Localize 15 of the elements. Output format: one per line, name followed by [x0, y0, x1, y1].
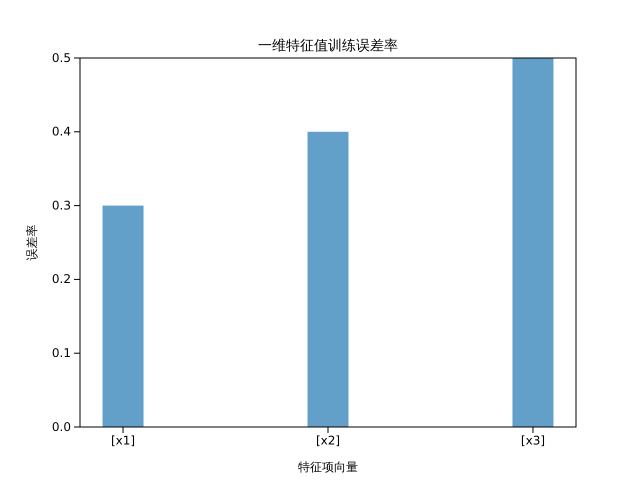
y-tick-label: 0.0	[52, 420, 71, 434]
y-tick-label: 0.1	[52, 346, 71, 360]
y-tick-label: 0.3	[52, 198, 71, 212]
chart-title: 一维特征值训练误差率	[258, 38, 398, 54]
x-axis-title: 特征项向量	[298, 460, 358, 474]
bar	[512, 58, 554, 427]
y-tick-label: 0.4	[52, 124, 71, 139]
x-tick-label: [x1]	[110, 434, 136, 448]
y-axis-title: 误差率	[25, 224, 39, 260]
y-tick-label: 0.2	[52, 272, 71, 286]
x-tick-label: [x2]	[316, 434, 340, 448]
bar	[308, 132, 348, 427]
y-tick-label: 0.5	[52, 50, 71, 65]
bar	[102, 206, 144, 427]
x-tick-label: [x3]	[520, 434, 546, 448]
